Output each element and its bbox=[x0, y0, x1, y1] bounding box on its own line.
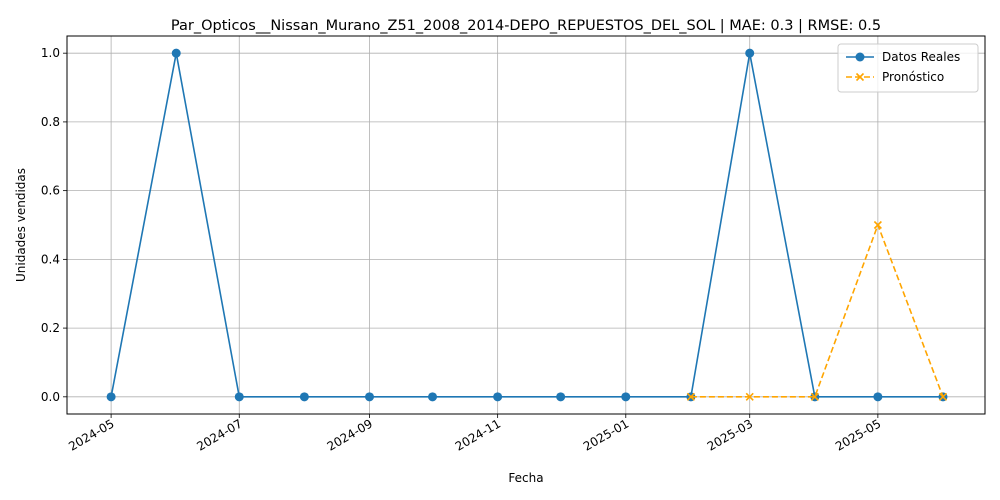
data-point bbox=[745, 392, 754, 401]
y-tick-label: 0.6 bbox=[41, 184, 60, 198]
series-line bbox=[690, 224, 944, 398]
legend-label: Datos Reales bbox=[882, 50, 960, 64]
data-point bbox=[686, 392, 695, 401]
x-tick-label: 2025-03 bbox=[705, 416, 755, 453]
y-tick-label: 0.0 bbox=[41, 390, 60, 404]
marker-stroke bbox=[686, 392, 695, 401]
marker-stroke bbox=[855, 72, 865, 82]
x-tick-label: 2025-01 bbox=[581, 416, 631, 453]
legend-entry: Pronóstico bbox=[846, 70, 944, 84]
legend: Datos Reales Pronóstico bbox=[837, 43, 979, 93]
data-point bbox=[556, 392, 566, 402]
data-point bbox=[873, 392, 883, 402]
data-point bbox=[855, 52, 865, 62]
data-point bbox=[299, 392, 309, 402]
x-axis-label: Fecha bbox=[508, 471, 543, 485]
grid bbox=[67, 36, 985, 414]
y-axis: 0.0 0.2 0.4 0.6 0.8 1.0 bbox=[41, 46, 67, 404]
data-point bbox=[938, 392, 948, 401]
x-tick-label: 2024-11 bbox=[453, 416, 503, 453]
plot-frame bbox=[66, 35, 986, 415]
x-tick-label: 2024-09 bbox=[325, 416, 375, 453]
legend-entry: Datos Reales bbox=[846, 50, 960, 64]
y-tick-label: 0.4 bbox=[41, 252, 60, 266]
data-point bbox=[810, 392, 819, 401]
series-pron-stico bbox=[686, 220, 948, 401]
y-tick-label: 0.8 bbox=[41, 115, 60, 129]
y-tick-label: 0.2 bbox=[41, 321, 60, 335]
y-tick-label: 1.0 bbox=[41, 46, 60, 60]
data-point bbox=[428, 392, 438, 402]
legend-box bbox=[837, 43, 979, 93]
legend-label: Pronóstico bbox=[882, 70, 944, 84]
data-point bbox=[234, 392, 244, 402]
x-tick-label: 2025-05 bbox=[833, 416, 883, 453]
marker-stroke bbox=[810, 392, 819, 401]
data-point bbox=[106, 392, 116, 402]
chart-title: Par_Opticos__Nissan_Murano_Z51_2008_2014… bbox=[171, 18, 881, 34]
y-axis-label: Unidades vendidas bbox=[14, 168, 28, 282]
marker-stroke bbox=[873, 220, 882, 230]
series-datos-reales bbox=[106, 48, 948, 402]
marker-stroke bbox=[745, 392, 754, 401]
data-point bbox=[745, 48, 755, 58]
marker-stroke bbox=[938, 392, 948, 401]
series-line bbox=[110, 52, 943, 398]
data-point bbox=[855, 72, 865, 82]
data-point bbox=[621, 392, 631, 402]
data-point bbox=[364, 392, 374, 402]
x-tick-label: 2024-05 bbox=[66, 416, 116, 453]
x-axis: 2024-05 2024-07 2024-09 2024-11 2025-01 2025-… bbox=[66, 414, 883, 454]
series-layer bbox=[106, 48, 948, 402]
x-tick-label: 2024-07 bbox=[194, 416, 244, 453]
data-point bbox=[873, 220, 882, 230]
data-point bbox=[171, 48, 181, 58]
data-point bbox=[493, 392, 503, 402]
